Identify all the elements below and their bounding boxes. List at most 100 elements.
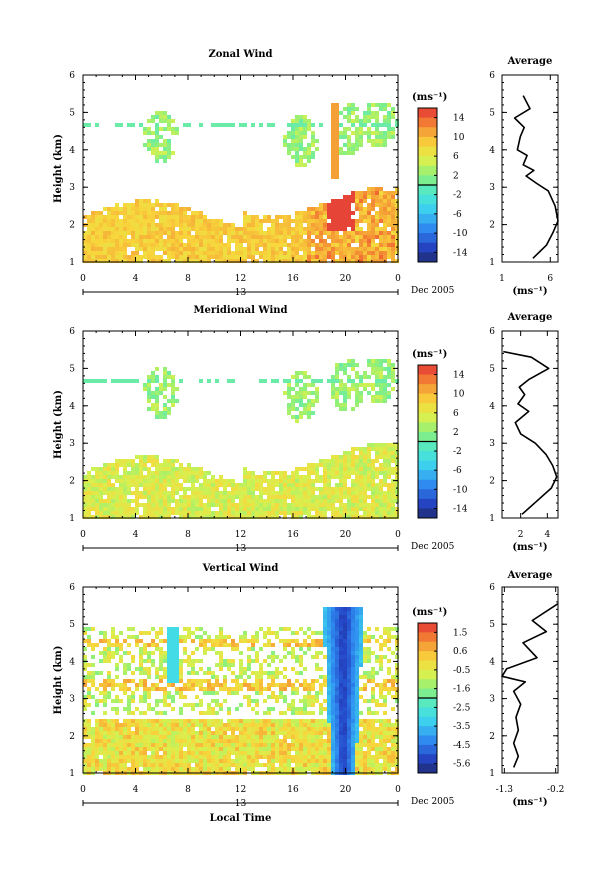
- colorbar-swatch: [418, 117, 437, 128]
- colorbar-tick-label: -5.6: [453, 760, 471, 770]
- colorbar-swatch: [418, 384, 437, 395]
- profile-y-tick-label: 1: [489, 514, 495, 524]
- x-tick-label: 4: [133, 785, 139, 795]
- profile-title: Average: [507, 570, 553, 581]
- colorbar-swatch: [418, 136, 437, 147]
- colorbar-tick-label: -14: [453, 504, 468, 514]
- colorbar-swatch: [418, 735, 437, 746]
- y-tick-label: 3: [69, 695, 75, 705]
- x-tick-label: 0: [395, 530, 401, 540]
- x-tick-label: 12: [235, 785, 246, 795]
- profile-y-tick-label: 2: [489, 732, 495, 742]
- y-tick-label: 6: [69, 583, 75, 593]
- y-tick-label: 2: [69, 477, 75, 487]
- colorbar-unit: (ms⁻¹): [412, 607, 447, 618]
- colorbar-swatch: [418, 365, 437, 376]
- colorbar-tick-label: -4.5: [453, 741, 471, 751]
- colorbar-swatch: [418, 108, 437, 119]
- y-tick-label: 4: [69, 146, 75, 156]
- profile-frame: [501, 330, 559, 519]
- colorbar-tick-label: 14: [453, 371, 465, 381]
- profile-y-tick-label: 4: [489, 657, 495, 667]
- x-tick-label: 0: [80, 785, 86, 795]
- profile-y-tick-label: 1: [489, 258, 495, 268]
- y-tick-label: 3: [69, 183, 75, 193]
- profile-title: Average: [507, 312, 553, 323]
- y-tick-label: 2: [69, 221, 75, 231]
- colorbar-tick-label: -10: [453, 485, 468, 495]
- colorbar-swatch: [418, 412, 437, 423]
- heatmap-field: [83, 359, 399, 519]
- profile-y-tick-label: 6: [489, 583, 495, 593]
- profile-y-tick-label: 6: [489, 327, 495, 337]
- colorbar-swatch: [418, 127, 437, 138]
- colorbar-swatch: [418, 374, 437, 385]
- colorbar-tick-label: -3.5: [453, 722, 471, 732]
- profile-y-tick-label: 5: [489, 620, 495, 630]
- colorbar-swatch: [418, 146, 437, 157]
- x-tick-label: 16: [287, 785, 299, 795]
- profile-y-tick-label: 3: [489, 183, 495, 193]
- colorbar-tick-label: 10: [453, 390, 465, 400]
- x-tick-label: 12: [235, 530, 246, 540]
- colorbar-tick-label: -6: [453, 210, 462, 220]
- colorbar-tick-label: 6: [453, 409, 459, 419]
- colorbar-tick-label: 1.5: [453, 628, 468, 638]
- colorbar-swatch: [418, 470, 437, 481]
- colorbar-unit: (ms⁻¹): [412, 92, 447, 103]
- profile-line: [503, 350, 558, 515]
- colorbar-swatch: [418, 441, 437, 452]
- colorbar-swatch: [418, 716, 437, 727]
- profile-y-tick-label: 6: [489, 71, 495, 81]
- x-tick-label: 12: [235, 274, 246, 284]
- colorbar-tick-label: -1.6: [453, 685, 471, 695]
- colorbar-swatch: [418, 431, 437, 442]
- x-tick-label: 0: [395, 785, 401, 795]
- colorbar-swatch: [418, 508, 437, 519]
- profile-y-tick-label: 4: [489, 402, 495, 412]
- y-tick-label: 1: [69, 769, 75, 779]
- profile-x-tick-label: 6: [547, 274, 553, 284]
- colorbar-swatch: [418, 479, 437, 490]
- profile-xlabel: (ms⁻¹): [512, 286, 547, 297]
- x-tick-label: 16: [287, 274, 299, 284]
- x-tick-label: 20: [340, 785, 352, 795]
- colorbar-tick-label: -2: [453, 191, 462, 201]
- panel-title: Vertical Wind: [202, 563, 279, 574]
- colorbar-swatch: [418, 422, 437, 433]
- colorbar-swatch: [418, 632, 437, 643]
- colorbar-swatch: [418, 233, 437, 244]
- colorbar-swatch: [418, 242, 437, 253]
- colorbar-swatch: [418, 669, 437, 680]
- colorbar-tick-label: 14: [453, 114, 465, 124]
- date-label: Dec 2005: [411, 286, 455, 296]
- colorbar: 1.5 0.6 -0.5 -1.6 -2.5 -3.5 -4.5 -5.6 (ms⁻¹): [412, 607, 471, 774]
- colorbar-swatch: [418, 660, 437, 671]
- profile-y-tick-label: 2: [489, 221, 495, 231]
- y-tick-label: 3: [69, 439, 75, 449]
- colorbar-tick-label: -10: [453, 229, 468, 239]
- x-tick-label: 20: [340, 274, 352, 284]
- colorbar-swatch: [418, 744, 437, 755]
- colorbar-swatch: [418, 763, 437, 774]
- average-profile: Average 1 2 3 4 5 6 -1.3 -0.2(ms⁻¹): [489, 570, 564, 808]
- average-profile: Average 1 2 3 4 5 6 2 4 (ms⁻¹): [489, 312, 559, 553]
- colorbar-swatch: [418, 460, 437, 471]
- profile-x-tick-label: 4: [544, 530, 550, 540]
- colorbar-swatch: [418, 223, 437, 234]
- colorbar-unit: (ms⁻¹): [412, 349, 447, 360]
- colorbar-swatch: [418, 489, 437, 500]
- profile-line: [501, 603, 559, 768]
- panel-title: Meridional Wind: [193, 305, 287, 316]
- colorbar-swatch: [418, 641, 437, 652]
- colorbar: 14 10 6 2 -2 -6 -10 -14 (ms⁻¹): [412, 92, 468, 263]
- x-tick-label: 8: [185, 530, 191, 540]
- colorbar-swatch: [418, 698, 437, 708]
- colorbar-swatch: [418, 213, 437, 224]
- profile-y-tick-label: 1: [489, 769, 495, 779]
- y-axis-label: Height (km): [53, 646, 64, 715]
- x-tick-label: 0: [80, 530, 86, 540]
- y-tick-label: 5: [69, 364, 75, 374]
- colorbar-tick-label: -2.5: [453, 703, 471, 713]
